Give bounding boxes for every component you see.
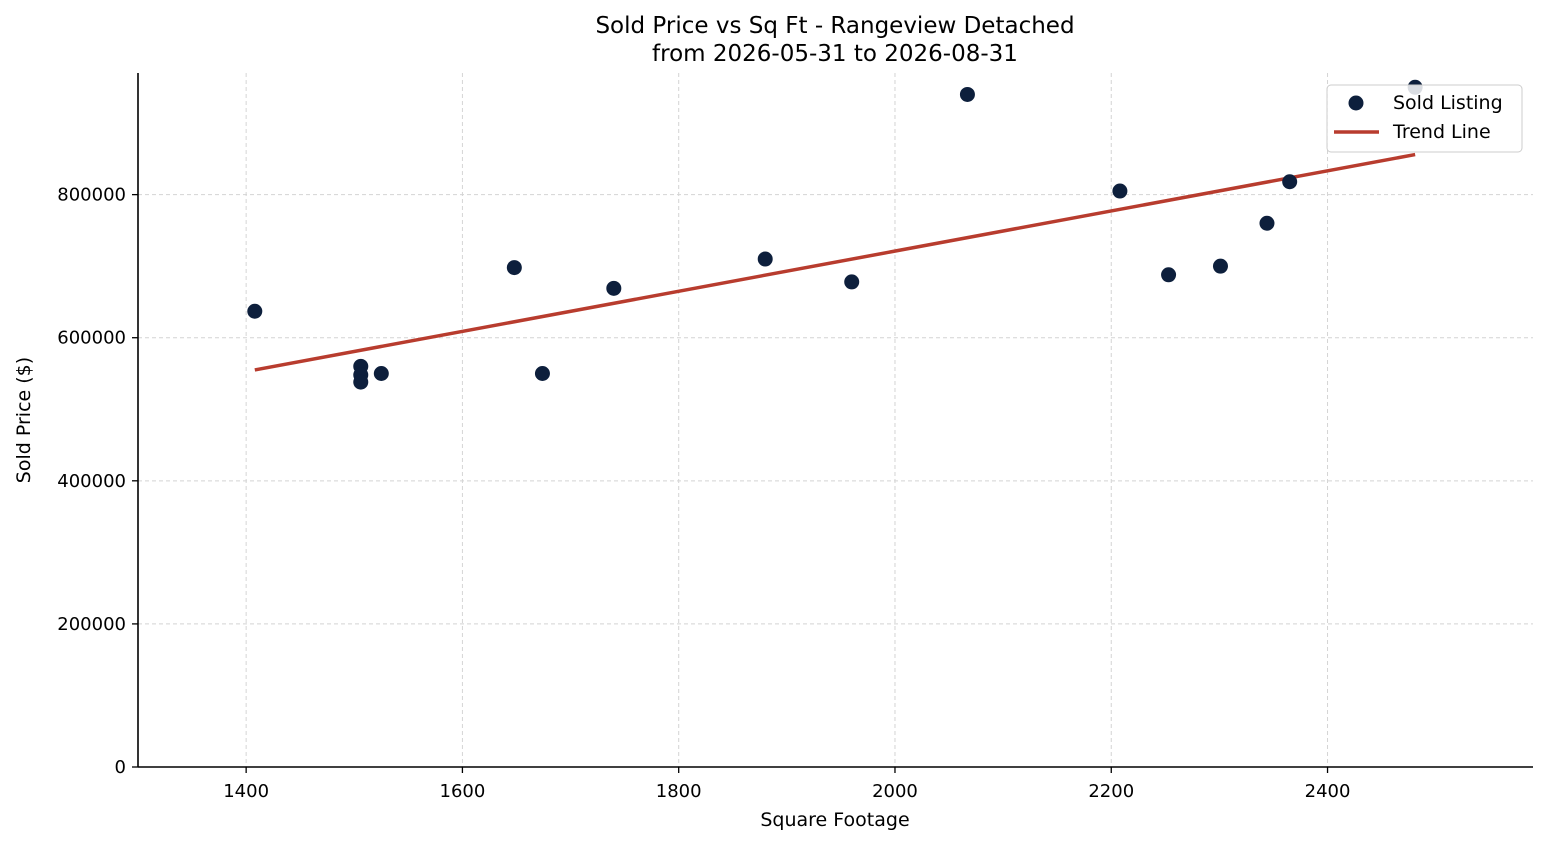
scatter-point bbox=[757, 251, 773, 267]
y-tick-label: 0 bbox=[115, 757, 126, 778]
scatter-point bbox=[606, 280, 622, 296]
scatter-point bbox=[844, 274, 860, 290]
scatter-point bbox=[1282, 174, 1298, 190]
y-tick-label: 800000 bbox=[57, 185, 126, 206]
y-tick-label: 600000 bbox=[57, 328, 126, 349]
scatter-point bbox=[1259, 215, 1275, 231]
grid-lines bbox=[138, 73, 1533, 768]
scatter-point bbox=[534, 365, 550, 381]
x-tick-label: 1400 bbox=[223, 781, 269, 802]
legend-label-trend-line: Trend Line bbox=[1392, 121, 1491, 143]
x-tick-label: 2200 bbox=[1088, 781, 1134, 802]
legend-marker-sold-listing bbox=[1348, 95, 1364, 111]
chart-subtitle: from 2026-05-31 to 2026-08-31 bbox=[652, 41, 1018, 67]
axis-ticks: 1400 1600 1800 2000 2200 2400 0 200000 400000 600… bbox=[57, 185, 1350, 802]
scatter-point bbox=[1112, 183, 1128, 199]
x-tick-label: 1600 bbox=[440, 781, 486, 802]
scatter-point bbox=[373, 365, 389, 381]
scatter-point bbox=[1212, 258, 1228, 274]
x-tick-label: 2400 bbox=[1305, 781, 1351, 802]
y-tick-label: 200000 bbox=[57, 614, 126, 635]
chart-title: Sold Price vs Sq Ft - Rangeview Detached bbox=[595, 13, 1074, 39]
x-tick-label: 2000 bbox=[872, 781, 918, 802]
scatter-point bbox=[247, 303, 263, 319]
legend: Sold Listing Trend Line bbox=[1326, 84, 1523, 153]
x-axis-label: Square Footage bbox=[760, 809, 909, 831]
scatter-point bbox=[506, 260, 522, 276]
trend-line bbox=[254, 152, 1416, 372]
scatter-point bbox=[1161, 267, 1177, 283]
x-tick-label: 1800 bbox=[656, 781, 702, 802]
legend-box bbox=[1326, 84, 1523, 153]
y-tick-label: 400000 bbox=[57, 471, 126, 492]
trend-line-layer bbox=[254, 152, 1416, 372]
scatter-point bbox=[353, 374, 369, 390]
scatter-points bbox=[247, 79, 1423, 390]
y-axis-label: Sold Price ($) bbox=[13, 357, 35, 483]
legend-label-sold-listing: Sold Listing bbox=[1393, 92, 1503, 114]
scatter-point bbox=[959, 86, 975, 102]
